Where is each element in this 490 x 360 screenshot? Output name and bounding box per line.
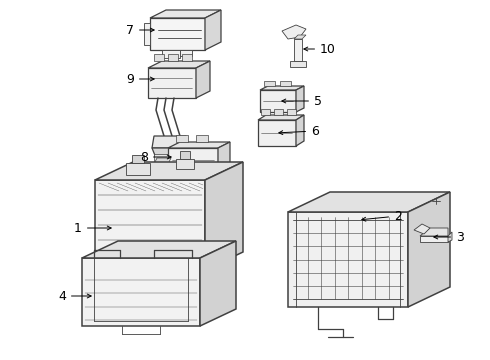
Polygon shape	[150, 18, 205, 50]
Text: 7: 7	[126, 23, 154, 36]
Polygon shape	[274, 109, 283, 115]
Text: 10: 10	[304, 42, 336, 55]
Polygon shape	[258, 115, 304, 120]
Text: 5: 5	[282, 95, 322, 108]
Polygon shape	[152, 148, 188, 158]
Polygon shape	[144, 23, 150, 45]
Polygon shape	[448, 232, 452, 242]
Polygon shape	[180, 151, 190, 159]
Polygon shape	[200, 241, 236, 326]
Polygon shape	[414, 224, 430, 234]
Polygon shape	[294, 39, 302, 61]
Text: 1: 1	[74, 221, 111, 234]
Polygon shape	[296, 115, 304, 146]
Polygon shape	[154, 158, 171, 164]
Polygon shape	[82, 241, 236, 258]
Polygon shape	[282, 25, 306, 39]
Polygon shape	[287, 109, 296, 115]
Polygon shape	[296, 86, 304, 112]
Polygon shape	[95, 180, 205, 270]
Polygon shape	[288, 212, 408, 307]
Text: 6: 6	[279, 125, 319, 138]
Polygon shape	[168, 54, 178, 61]
Text: 4: 4	[58, 289, 91, 302]
Polygon shape	[205, 10, 221, 50]
Polygon shape	[294, 35, 306, 39]
Polygon shape	[176, 159, 194, 169]
Polygon shape	[82, 258, 200, 326]
Polygon shape	[205, 162, 243, 270]
Polygon shape	[196, 61, 210, 98]
Text: 3: 3	[434, 230, 464, 243]
Polygon shape	[148, 68, 196, 98]
Polygon shape	[126, 163, 150, 175]
Polygon shape	[420, 228, 448, 236]
Polygon shape	[150, 10, 221, 18]
Polygon shape	[260, 90, 296, 112]
Polygon shape	[95, 162, 243, 180]
Text: 8: 8	[140, 150, 171, 163]
Polygon shape	[280, 81, 291, 86]
Polygon shape	[162, 50, 180, 58]
Polygon shape	[168, 142, 230, 148]
Polygon shape	[288, 192, 450, 212]
Polygon shape	[176, 135, 188, 142]
Polygon shape	[152, 136, 188, 148]
Text: 2: 2	[362, 210, 402, 222]
Polygon shape	[408, 192, 450, 307]
Polygon shape	[218, 142, 230, 172]
Polygon shape	[182, 54, 192, 61]
Polygon shape	[168, 148, 218, 172]
Polygon shape	[148, 61, 210, 68]
Polygon shape	[154, 154, 168, 164]
Text: 9: 9	[126, 72, 154, 86]
Polygon shape	[258, 120, 296, 146]
Polygon shape	[132, 154, 145, 163]
Polygon shape	[196, 135, 208, 142]
Polygon shape	[264, 81, 275, 86]
Polygon shape	[261, 109, 270, 115]
Polygon shape	[154, 54, 164, 61]
Polygon shape	[260, 86, 304, 90]
Polygon shape	[290, 61, 306, 67]
Polygon shape	[180, 50, 192, 56]
Polygon shape	[420, 236, 448, 242]
